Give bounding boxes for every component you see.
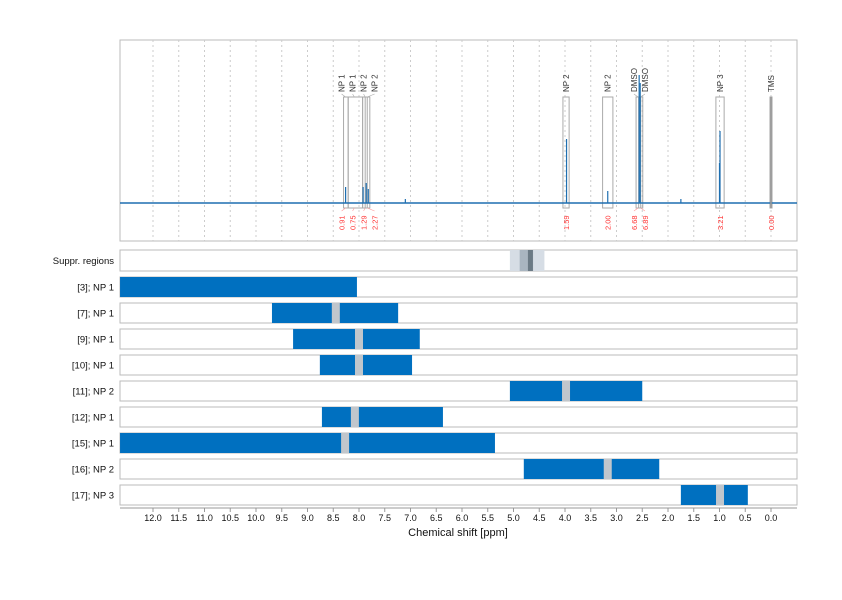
integral-value: 6.68: [630, 215, 639, 230]
shift-marker: [716, 485, 725, 505]
annotation-label: TMS: [767, 75, 776, 92]
shift-marker: [341, 433, 350, 453]
x-tick-label: 7.5: [378, 513, 391, 523]
integral-leader: [352, 207, 355, 212]
annotation-leader: [640, 93, 646, 98]
row-panel: [119, 380, 798, 402]
x-tick-label: 10.5: [221, 513, 239, 523]
row-label: [10]; NP 1: [72, 361, 114, 372]
row-label: [17]; NP 3: [72, 491, 114, 502]
integral-value: 6.89: [641, 215, 650, 230]
annotation-box: [602, 96, 614, 209]
x-tick-label: 5.5: [481, 513, 494, 523]
shift-marker: [355, 355, 363, 375]
x-tick-label: 8.0: [353, 513, 366, 523]
x-tick-label: 11.5: [170, 513, 187, 523]
x-tick-label: 8.5: [327, 513, 340, 523]
spectrum-panel: [119, 39, 798, 242]
integral-value: 2.27: [371, 215, 380, 230]
x-tick-label: 2.5: [636, 513, 649, 523]
integral-value: 3.21: [716, 215, 725, 230]
integral-value: 1.59: [562, 215, 571, 230]
integral-leader: [367, 207, 375, 212]
row-panel: [119, 406, 798, 428]
x-tick-label: 2.0: [662, 513, 675, 523]
annotation-leader: [352, 93, 355, 98]
integral-value: 0.91: [338, 215, 347, 230]
range-bar: [523, 459, 660, 479]
annotation-box: [562, 96, 570, 209]
annotation-label: NP 3: [716, 74, 725, 92]
row-label: [11]; NP 2: [73, 387, 114, 398]
integral-value: 0.00: [767, 215, 776, 230]
integral-value: 0.75: [349, 215, 358, 230]
x-tick-label: 12.0: [144, 513, 162, 523]
integral-leader: [633, 207, 639, 212]
row-panel: [119, 328, 798, 350]
row-label: [12]; NP 1: [72, 413, 114, 424]
x-tick-label: 0.0: [765, 513, 778, 523]
x-tick-label: 3.0: [610, 513, 623, 523]
row-panel: [119, 458, 798, 480]
annotation-label: NP 1: [338, 74, 347, 92]
x-tick-label: 0.5: [739, 513, 752, 523]
range-bar: [680, 485, 748, 505]
x-tick-label: 9.0: [301, 513, 314, 523]
shift-marker: [350, 407, 359, 427]
x-tick-label: 10.0: [247, 513, 265, 523]
range-bar: [509, 381, 643, 401]
annotation-label: NP 1: [349, 74, 358, 92]
integral-leader: [640, 207, 646, 212]
range-bar: [319, 355, 413, 375]
suppression-center: [527, 250, 533, 271]
row-panel: [119, 354, 798, 376]
x-tick-label: 4.0: [559, 513, 572, 523]
row-panel: [119, 302, 798, 324]
range-bar: [120, 277, 357, 297]
shift-marker: [331, 303, 340, 323]
x-tick-label: 6.0: [456, 513, 469, 523]
annotation-leader: [341, 93, 346, 98]
integral-leader: [341, 207, 346, 212]
row-panel: [119, 249, 798, 272]
shift-marker: [355, 329, 363, 349]
x-tick-label: 5.0: [507, 513, 520, 523]
annotation-label: NP 2: [604, 74, 613, 92]
annotation-leader: [367, 93, 375, 98]
row-label: [16]; NP 2: [72, 465, 114, 476]
shift-marker: [603, 459, 612, 479]
x-tick-label: 7.0: [404, 513, 417, 523]
row-panel: [119, 484, 798, 506]
x-axis-label: Chemical shift [ppm]: [408, 527, 508, 539]
row-label: Suppr. regions: [53, 256, 115, 267]
annotation-label: DMSO: [630, 68, 639, 92]
annotation-label: NP 2: [360, 74, 369, 92]
range-bar: [120, 433, 495, 453]
annotation-label: DMSO: [641, 68, 650, 92]
row-label: [7]; NP 1: [77, 309, 114, 320]
row-label: [3]; NP 1: [77, 283, 114, 294]
x-tick-label: 11.0: [196, 513, 213, 523]
annotation-box: [715, 96, 725, 209]
annotation-label: NP 2: [371, 74, 380, 92]
x-tick-label: 9.5: [275, 513, 288, 523]
x-tick-label: 1.5: [687, 513, 700, 523]
x-tick-label: 1.0: [713, 513, 726, 523]
x-tick-label: 4.5: [533, 513, 546, 523]
shift-marker: [562, 381, 571, 401]
annotation-label: NP 2: [562, 74, 571, 92]
x-tick-label: 3.5: [584, 513, 597, 523]
range-bar: [321, 407, 443, 427]
row-label: [15]; NP 1: [72, 439, 114, 450]
row-label: [9]; NP 1: [77, 335, 114, 346]
x-tick-label: 6.5: [430, 513, 443, 523]
integral-value: 1.29: [360, 215, 369, 230]
annotation-leader: [633, 93, 639, 98]
integral-value: 2.00: [604, 215, 613, 230]
